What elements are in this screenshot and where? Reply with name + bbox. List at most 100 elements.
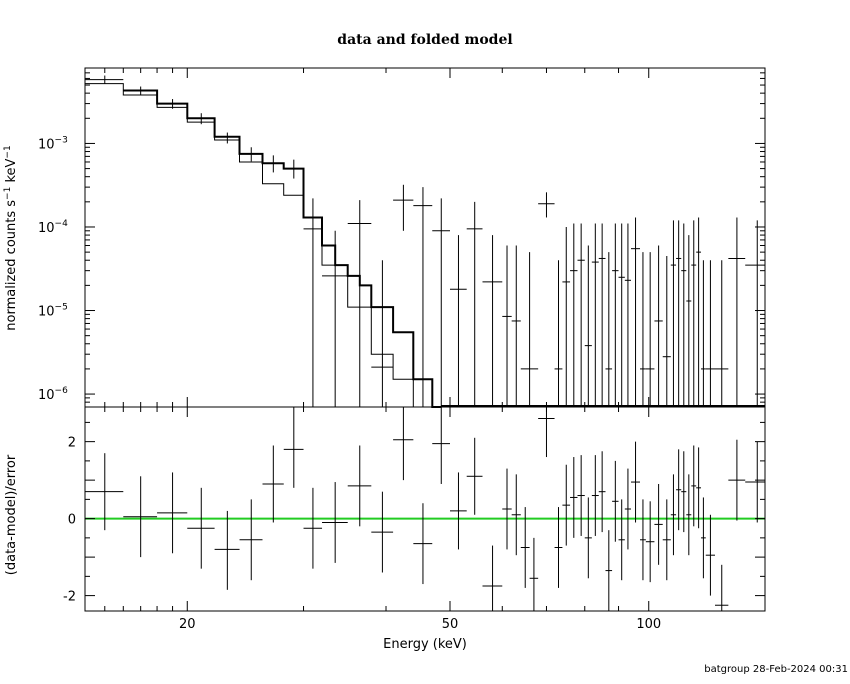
residual-point bbox=[482, 545, 503, 611]
spectrum-point bbox=[123, 86, 158, 96]
y-tick-label: 10−3 bbox=[38, 135, 68, 152]
spectrum-point bbox=[502, 245, 512, 407]
spectrum-ylabel: normalized counts s−1 keV−1 bbox=[3, 145, 19, 330]
spectrum-data-points bbox=[85, 75, 765, 407]
residual-point bbox=[538, 407, 555, 458]
spectrum-point bbox=[482, 235, 503, 407]
residual-point bbox=[123, 476, 158, 558]
spectrum-point bbox=[85, 75, 124, 84]
spectrum-point bbox=[520, 252, 539, 407]
chart-title: data and folded model bbox=[337, 32, 512, 48]
spectrum-point bbox=[745, 220, 765, 407]
spectrum-point bbox=[705, 260, 716, 407]
res-tick-label: 2 bbox=[68, 436, 76, 451]
spectrum-point bbox=[715, 260, 729, 407]
residual-ylabel: (data-model)/error bbox=[4, 454, 19, 575]
residual-panel: 20 50 100 -2 0 2 (data-model)/error Energy (k… bbox=[4, 406, 766, 652]
spectrum-ticks: 10−610−510−410−3 bbox=[38, 67, 766, 408]
spectrum-point bbox=[686, 235, 692, 407]
residual-point bbox=[612, 460, 619, 542]
residual-point bbox=[502, 468, 512, 550]
residual-point bbox=[157, 472, 188, 554]
residual-point bbox=[303, 487, 323, 569]
spectrum-point bbox=[691, 220, 697, 407]
spectrum-point bbox=[645, 252, 655, 407]
residual-point bbox=[347, 445, 372, 527]
y-tick-exp: −4 bbox=[55, 219, 69, 229]
spectrum-point bbox=[640, 252, 646, 407]
residual-point bbox=[577, 455, 585, 536]
spectrum-point bbox=[347, 200, 372, 407]
x-tick-label: 20 bbox=[179, 617, 196, 632]
residual-point bbox=[681, 451, 687, 533]
y-tick-base: 10 bbox=[38, 221, 55, 236]
spectrum-point bbox=[511, 245, 521, 407]
residual-point bbox=[630, 441, 641, 523]
spectrum-point bbox=[681, 223, 687, 407]
y-tick-label: 10−5 bbox=[38, 303, 68, 320]
ylabel-sup-2: −1 bbox=[3, 145, 13, 158]
residual-ticks: 20 50 100 -2 0 2 bbox=[63, 407, 766, 632]
spectrum-point bbox=[605, 252, 613, 407]
spectrum-point bbox=[432, 198, 450, 407]
spectrum-point bbox=[598, 223, 606, 407]
spectrum-point bbox=[670, 220, 677, 407]
spectrum-point bbox=[728, 217, 746, 407]
residual-point bbox=[529, 537, 539, 611]
residual-point bbox=[618, 499, 625, 581]
residual-point bbox=[432, 407, 450, 484]
spectrum-point bbox=[449, 235, 467, 407]
spectrum-point bbox=[538, 192, 555, 218]
model-thick-histogram bbox=[123, 89, 765, 408]
ylabel-sup-1: −1 bbox=[3, 187, 13, 200]
y-tick-label: 10−4 bbox=[38, 219, 68, 236]
residual-point bbox=[696, 447, 702, 529]
spectrum-point bbox=[696, 217, 702, 407]
y-tick-base: 10 bbox=[38, 388, 55, 403]
residual-point bbox=[676, 449, 682, 531]
residual-point bbox=[239, 499, 263, 581]
residual-point bbox=[511, 474, 521, 556]
residual-point bbox=[691, 445, 697, 527]
spectrum-point bbox=[214, 132, 240, 144]
spectrum-point bbox=[371, 260, 394, 407]
spectrum-point bbox=[262, 155, 284, 173]
residual-point bbox=[715, 564, 729, 611]
residual-point bbox=[393, 407, 414, 481]
spectrum-point bbox=[612, 223, 619, 407]
residual-data-points bbox=[85, 407, 765, 611]
residual-point bbox=[654, 483, 663, 565]
residual-point bbox=[554, 507, 563, 588]
residual-point bbox=[449, 472, 467, 550]
residual-point bbox=[701, 497, 706, 579]
spectrum-point bbox=[584, 245, 592, 407]
spectrum-point bbox=[562, 226, 571, 407]
spectrum-point bbox=[393, 184, 414, 231]
residual-point bbox=[262, 445, 284, 523]
residual-point bbox=[584, 497, 592, 579]
residual-point bbox=[591, 455, 599, 536]
residual-point bbox=[624, 468, 631, 550]
spectrum-point bbox=[322, 230, 348, 407]
residual-point bbox=[705, 514, 716, 596]
residual-frame bbox=[84, 406, 766, 612]
residual-point bbox=[686, 474, 692, 556]
ylabel-mid: keV bbox=[4, 158, 19, 186]
spectrum-point bbox=[618, 223, 625, 407]
spectrum-point bbox=[630, 217, 641, 407]
residual-point bbox=[466, 437, 483, 515]
spectrum-panel: 10−610−510−410−3 normalized counts s−1 k… bbox=[3, 67, 766, 408]
residual-point bbox=[645, 501, 655, 583]
res-tick-label: 0 bbox=[68, 513, 76, 528]
y-tick-base: 10 bbox=[38, 305, 55, 320]
y-tick-label: 10−6 bbox=[38, 386, 68, 403]
residual-point bbox=[670, 474, 677, 556]
residual-point bbox=[520, 507, 530, 588]
model-thin-histogram bbox=[85, 83, 450, 408]
res-tick-label: -2 bbox=[63, 590, 76, 605]
spectrum-point bbox=[283, 159, 304, 179]
x-tick-label: 50 bbox=[442, 617, 459, 632]
y-tick-base: 10 bbox=[38, 137, 55, 152]
